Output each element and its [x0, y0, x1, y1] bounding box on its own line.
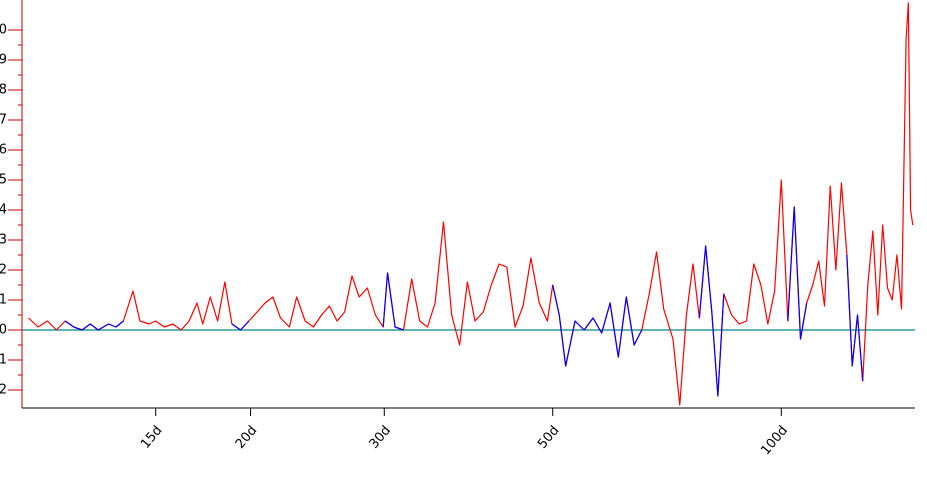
- y-tick-label: 7: [0, 113, 7, 128]
- y-tick-label: 3: [0, 233, 7, 248]
- x-tick-label: 30d: [367, 423, 394, 452]
- y-tick-label: 2: [0, 263, 7, 278]
- y-tick-label: 1: [0, 293, 7, 308]
- y-tick-label: 9: [0, 53, 7, 68]
- y-tick-label: 6: [0, 143, 7, 158]
- y-tick-label: 8: [0, 83, 7, 98]
- x-tick-label: 100d: [758, 423, 791, 458]
- y-tick-label: -2: [0, 383, 7, 398]
- y-tick-label: 0: [0, 323, 7, 338]
- series-line: [64, 206, 864, 397]
- y-tick-label: 10: [0, 23, 7, 38]
- y-tick-label: 5: [0, 173, 7, 188]
- x-tick-label: 15d: [138, 423, 165, 452]
- x-tick-label: 50d: [535, 423, 562, 452]
- x-tick-label: 20d: [233, 423, 260, 452]
- y-tick-label: -1: [0, 353, 7, 368]
- y-tick-label: 4: [0, 203, 7, 218]
- series-line: [28, 2, 914, 406]
